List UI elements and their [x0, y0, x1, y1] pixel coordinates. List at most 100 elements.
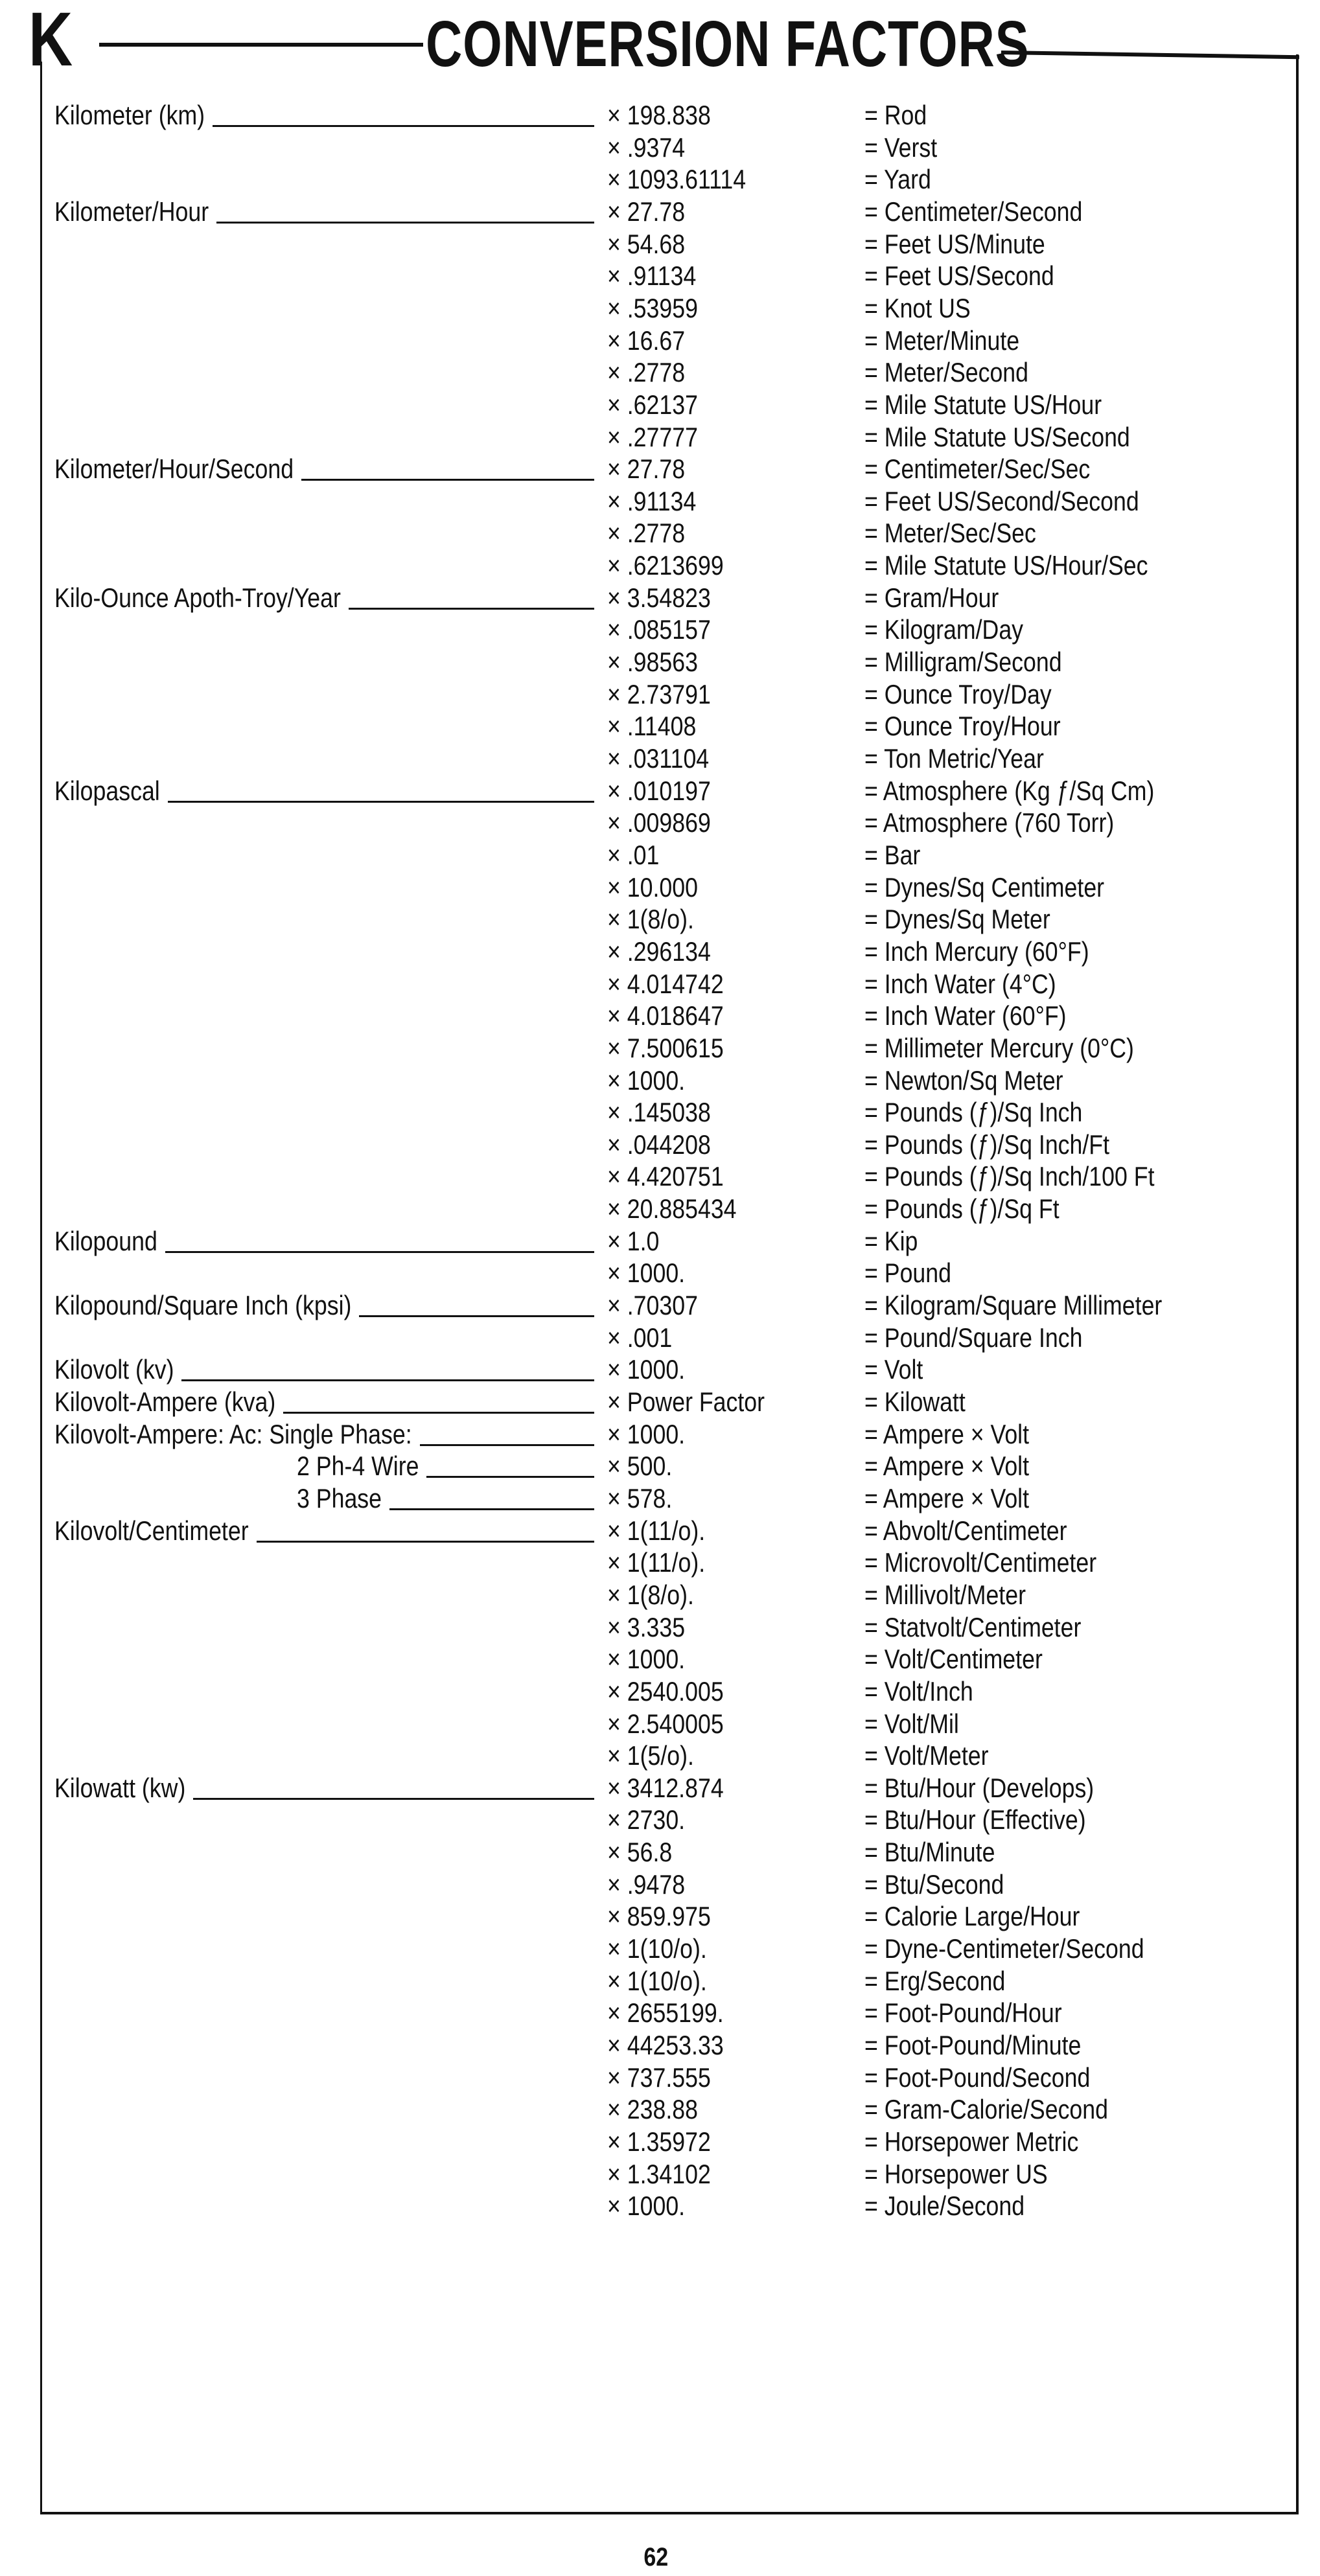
- leader-line: [426, 1476, 594, 1478]
- multiplier: × 1000.: [607, 2191, 686, 2222]
- unit-to: = Newton/Sq Meter: [864, 1064, 1063, 1096]
- multiplier: × 4.014742: [607, 968, 724, 999]
- leader-line: [283, 1412, 594, 1414]
- unit-from-label: Kilovolt (kv): [54, 1354, 174, 1385]
- unit-to: = Inch Water (4°C): [864, 968, 1056, 999]
- section-letter: K: [29, 0, 73, 82]
- unit-to: = Yard: [864, 164, 931, 195]
- multiplier: × 1.0: [607, 1225, 660, 1256]
- unit-to: = Ton Metric/Year: [864, 743, 1044, 774]
- table-row: Kilovolt-Ampere (kva) × Power Factor = Kil…: [0, 1386, 1320, 1418]
- unit-to: = Ampere × Volt: [864, 1451, 1030, 1482]
- table-row: × 1(8/o). = Millivolt/Meter: [0, 1579, 1320, 1611]
- table-row: × 2540.005 = Volt/Inch: [0, 1675, 1320, 1708]
- unit-to: = Pounds (ƒ)/Sq Ft: [864, 1193, 1059, 1225]
- table-row: Kilowatt (kw) × 3412.874 = Btu/Hour (Devel…: [0, 1772, 1320, 1804]
- multiplier: × 44253.33: [607, 2030, 724, 2060]
- table-row: Kilovolt (kv) × 1000. = Volt: [0, 1353, 1320, 1386]
- unit-to: = Foot-Pound/Minute: [864, 2030, 1082, 2060]
- unit-to: = Kip: [864, 1225, 918, 1256]
- unit-to: = Gram-Calorie/Second: [864, 2094, 1109, 2125]
- multiplier: × 3.335: [607, 1611, 686, 1642]
- multiplier: × 2.540005: [607, 1708, 724, 1739]
- unit-to: = Knot US: [864, 292, 971, 323]
- unit-to: = Btu/Hour (Develops): [864, 1772, 1094, 1803]
- unit-to: = Inch Mercury (60°F): [864, 936, 1089, 967]
- table-row: × 1(11/o). = Microvolt/Centimeter: [0, 1547, 1320, 1579]
- frame-bottom: [40, 2512, 1299, 2514]
- table-row: × 859.975 = Calorie Large/Hour: [0, 1900, 1320, 1933]
- table-row: × .9478 = Btu/Second: [0, 1869, 1320, 1901]
- multiplier: × .53959: [607, 292, 698, 323]
- unit-from-label: Kilovolt-Ampere: Ac: Single Phase:: [54, 1418, 412, 1449]
- unit-to: = Horsepower Metric: [864, 2126, 1079, 2157]
- table-row: × 16.67 = Meter/Minute: [0, 325, 1320, 357]
- unit-from-label: Kilowatt (kw): [54, 1772, 186, 1803]
- multiplier: × .9374: [607, 132, 686, 163]
- unit-to: = Volt/Centimeter: [864, 1644, 1043, 1675]
- unit-to: = Abvolt/Centimeter: [864, 1515, 1067, 1546]
- multiplier: × 1000.: [607, 1064, 686, 1096]
- multiplier: × 4.420751: [607, 1161, 724, 1192]
- unit-to: = Ampere × Volt: [864, 1418, 1030, 1449]
- table-row: × 1.34102 = Horsepower US: [0, 2158, 1320, 2191]
- table-row: × 1(10/o). = Dyne-Centimeter/Second: [0, 1933, 1320, 1965]
- unit-to: = Feet US/Second/Second: [864, 485, 1139, 516]
- multiplier: × 3.54823: [607, 582, 711, 613]
- table-row: × 2730. = Btu/Hour (Effective): [0, 1804, 1320, 1836]
- multiplier: × 1.34102: [607, 2158, 711, 2189]
- table-row: × .91134 = Feet US/Second: [0, 260, 1320, 292]
- multiplier: × 1(10/o).: [607, 1965, 707, 1996]
- multiplier: × 1(5/o).: [607, 1740, 694, 1771]
- leader-line: [256, 1540, 594, 1543]
- multiplier: × .085157: [607, 614, 711, 645]
- multiplier: × 859.975: [607, 1901, 711, 1932]
- multiplier: × 10.000: [607, 871, 698, 903]
- multiplier: × 2655199.: [607, 1997, 724, 2029]
- table-row: × 1093.61114 = Yard: [0, 163, 1320, 196]
- unit-to: = Btu/Minute: [864, 1837, 995, 1868]
- multiplier: × 2540.005: [607, 1675, 724, 1707]
- multiplier: × .9478: [607, 1869, 686, 1900]
- unit-to: = Inch Water (60°F): [864, 1000, 1067, 1031]
- multiplier: × 1000.: [607, 1354, 686, 1385]
- table-row: × .031104 = Ton Metric/Year: [0, 742, 1320, 775]
- unit-from-label: 3 Phase: [297, 1482, 382, 1513]
- leader-line: [181, 1379, 594, 1382]
- leader-line: [419, 1443, 594, 1446]
- multiplier: × 500.: [607, 1451, 673, 1482]
- multiplier: × 1000.: [607, 1644, 686, 1675]
- multiplier: × .27777: [607, 421, 698, 452]
- table-row: × 2.540005 = Volt/Mil: [0, 1708, 1320, 1740]
- table-row: × 1000. = Joule/Second: [0, 2190, 1320, 2222]
- table-row: × .01 = Bar: [0, 839, 1320, 871]
- multiplier: × .009869: [607, 807, 711, 838]
- unit-to: = Microvolt/Centimeter: [864, 1547, 1097, 1578]
- multiplier: × 3412.874: [607, 1772, 724, 1803]
- unit-to: = Milligram/Second: [864, 647, 1062, 678]
- multiplier: × 1.35972: [607, 2126, 711, 2157]
- table-row: Kilovolt-Ampere: Ac: Single Phase: × 1000…: [0, 1418, 1320, 1451]
- unit-from-label: Kilopascal: [54, 775, 160, 806]
- table-row: × .009869 = Atmosphere (760 Torr): [0, 807, 1320, 839]
- unit-to: = Pounds (ƒ)/Sq Inch/100 Ft: [864, 1161, 1155, 1192]
- unit-to: = Millimeter Mercury (0°C): [864, 1032, 1134, 1063]
- unit-to: = Statvolt/Centimeter: [864, 1611, 1082, 1642]
- multiplier: × Power Factor: [607, 1386, 765, 1417]
- unit-to: = Pound: [864, 1258, 952, 1289]
- multiplier: × 54.68: [607, 228, 686, 259]
- unit-to: = Meter/Second: [864, 357, 1029, 388]
- multiplier: × .296134: [607, 936, 711, 967]
- table-row: Kilopound/Square Inch (kpsi) × .70307 = Ki…: [0, 1289, 1320, 1322]
- multiplier: × 1000.: [607, 1258, 686, 1289]
- unit-from-label: Kilovolt-Ampere (kva): [54, 1386, 276, 1417]
- leader-line: [301, 479, 594, 481]
- unit-from-label: Kilopound/Square Inch (kpsi): [54, 1290, 352, 1321]
- table-row: Kilopound × 1.0 = Kip: [0, 1225, 1320, 1258]
- table-row: × 1000. = Newton/Sq Meter: [0, 1064, 1320, 1097]
- multiplier: × 27.78: [607, 454, 686, 485]
- unit-to: = Volt/Meter: [864, 1740, 989, 1771]
- table-row: × .98563 = Milligram/Second: [0, 646, 1320, 678]
- table-row: × 1(10/o). = Erg/Second: [0, 1965, 1320, 1997]
- multiplier: × 1(11/o).: [607, 1515, 706, 1546]
